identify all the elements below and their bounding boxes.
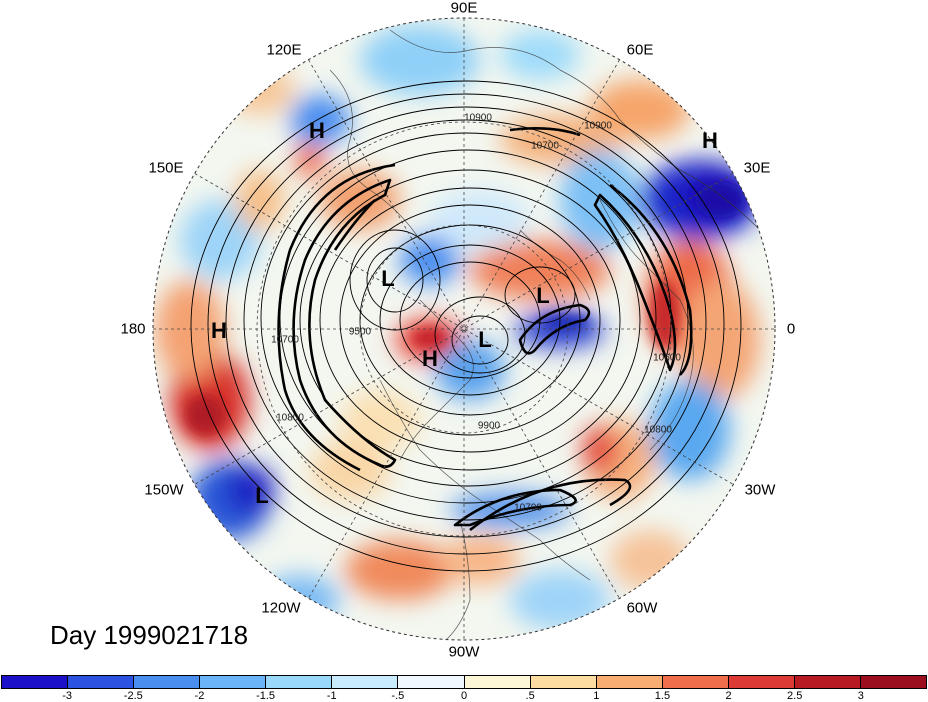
graticule [153,18,775,640]
colorbar-box [662,676,729,688]
lon-label-30w: 30W [744,481,776,499]
pressure-marker-low: L [478,327,492,352]
contour-label: 10600 [653,352,681,364]
contour-label: 9500 [348,326,372,338]
map-boundary [152,17,776,641]
colorbar-box [794,676,862,688]
pressure-marker-high: H [211,318,227,343]
colorbar-tick-label: 2.5 [787,690,803,702]
jet-contours [277,127,693,532]
contour-label: 9900 [477,420,501,432]
colorbar-box [332,676,399,688]
colorbar-tick-label: 1 [593,690,600,702]
lon-label-0: 0 [786,320,796,338]
colorbar-box [68,676,135,688]
contour-label: 10900 [584,120,612,132]
colorbar-tick-label: -2 [194,690,205,702]
colorbar-tick-label: -1 [326,690,337,702]
colorbar-box [728,676,795,688]
colorbar-tick-label: 0 [460,690,468,702]
colorbar-box [266,676,333,688]
plot-title: Day 1999021718 [50,620,249,650]
contour-label: 10700 [271,334,299,346]
colorbar-box [596,676,663,688]
lon-label-90w: 90W [448,643,480,661]
pressure-marker-high: H [422,346,438,371]
lon-label-60e: 60E [626,41,654,59]
contour-label: 10800 [644,424,672,436]
colorbar-tick-label: -2.5 [123,690,143,702]
lon-label-30e: 30E [743,159,771,177]
colorbar-tick-label: 1.5 [654,690,671,702]
colorbar-box [464,676,531,688]
lon-label-180: 180 [120,320,146,338]
colorbar-tick-label: 2 [725,690,732,702]
colorbar-box [200,676,267,688]
lon-label-150e: 150E [148,159,184,177]
colorbar-tick-label: .5 [525,690,535,702]
colorbar-box [134,676,201,688]
pressure-marker-high: H [702,128,718,153]
pressure-marker-high: H [309,118,325,143]
contour-label: 10700 [514,502,542,514]
lon-label-150w: 150W [144,481,184,499]
colorbar-tick-label: -.5 [391,690,405,702]
contour-label: 10900 [464,112,492,124]
pressure-marker-low: L [381,266,395,291]
lon-label-90e: 90E [450,0,478,17]
coastlines [329,29,761,640]
colorbar-box [861,676,927,688]
colorbar-tick-label: -1.5 [256,690,276,702]
colorbar-tick-label: 3 [857,690,864,702]
colorbar [1,675,927,689]
colorbar-box [398,676,465,688]
colorbar-tick-label: -3 [62,690,73,702]
colorbar-box [2,676,69,688]
pressure-marker-low: L [536,283,550,308]
lon-label-120e: 120E [266,41,302,59]
contour-label: 10700 [531,140,559,152]
contour-label: 10800 [276,412,304,424]
lon-label-60w: 60W [626,599,658,617]
pressure-marker-low: L [255,483,269,508]
lon-label-120w: 120W [261,599,301,617]
colorbar-box [530,676,597,688]
